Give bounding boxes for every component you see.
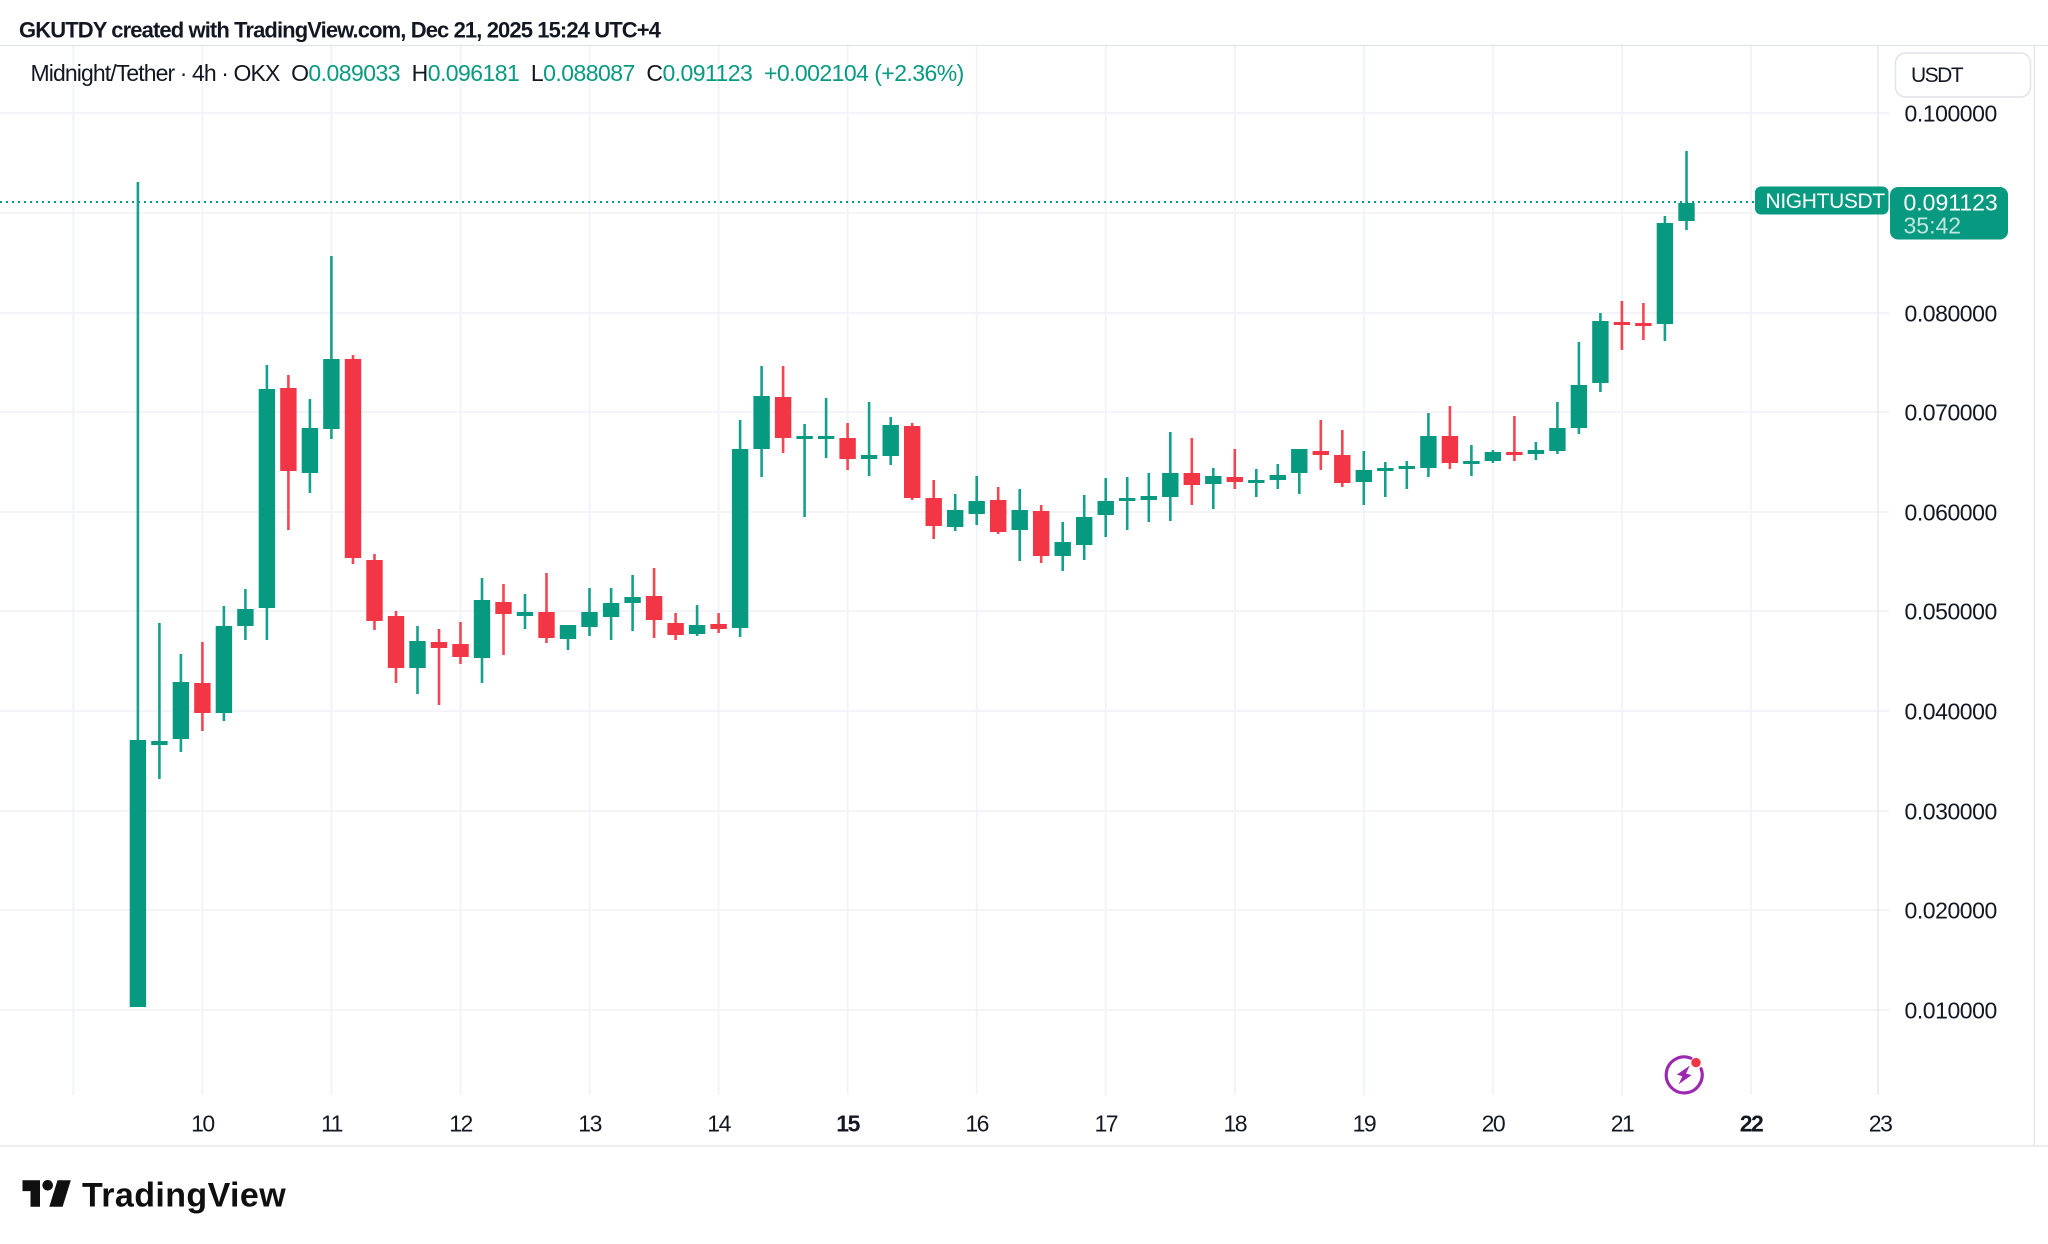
svg-text:0.070000: 0.070000 — [1905, 400, 1997, 426]
svg-text:0.060000: 0.060000 — [1905, 500, 1997, 526]
svg-text:0.091123: 0.091123 — [1904, 190, 1998, 216]
svg-text:17: 17 — [1095, 1111, 1118, 1137]
svg-text:12: 12 — [449, 1111, 472, 1137]
svg-text:0.010000: 0.010000 — [1905, 998, 1997, 1024]
svg-text:19: 19 — [1353, 1111, 1376, 1137]
svg-text:21: 21 — [1611, 1111, 1634, 1137]
svg-text:0.020000: 0.020000 — [1905, 898, 1997, 924]
svg-text:20: 20 — [1482, 1111, 1505, 1137]
svg-text:0.040000: 0.040000 — [1905, 699, 1997, 725]
svg-text:16: 16 — [965, 1111, 988, 1137]
svg-text:GKUTDY created with TradingVie: GKUTDY created with TradingView.com, Dec… — [19, 18, 662, 43]
svg-text:10: 10 — [191, 1111, 214, 1137]
svg-text:13: 13 — [578, 1111, 601, 1137]
svg-text:USDT: USDT — [1911, 64, 1964, 87]
svg-text:18: 18 — [1224, 1111, 1247, 1137]
svg-text:TradingView: TradingView — [82, 1177, 286, 1215]
svg-text:NIGHTUSDT: NIGHTUSDT — [1766, 190, 1886, 213]
svg-text:15: 15 — [836, 1111, 860, 1137]
svg-text:11: 11 — [321, 1111, 343, 1137]
svg-text:0.080000: 0.080000 — [1905, 301, 1997, 327]
svg-text:0.030000: 0.030000 — [1905, 799, 1997, 825]
svg-text:22: 22 — [1740, 1111, 1763, 1137]
svg-text:Midnight/Tether · 4h · OKX O0: Midnight/Tether · 4h · OKX O0.089033 H0.… — [31, 60, 964, 86]
svg-text:35:42: 35:42 — [1904, 213, 1962, 239]
svg-text:23: 23 — [1869, 1111, 1892, 1137]
svg-text:0.100000: 0.100000 — [1905, 101, 1997, 127]
svg-text:14: 14 — [707, 1111, 731, 1137]
svg-text:0.050000: 0.050000 — [1905, 599, 1997, 625]
